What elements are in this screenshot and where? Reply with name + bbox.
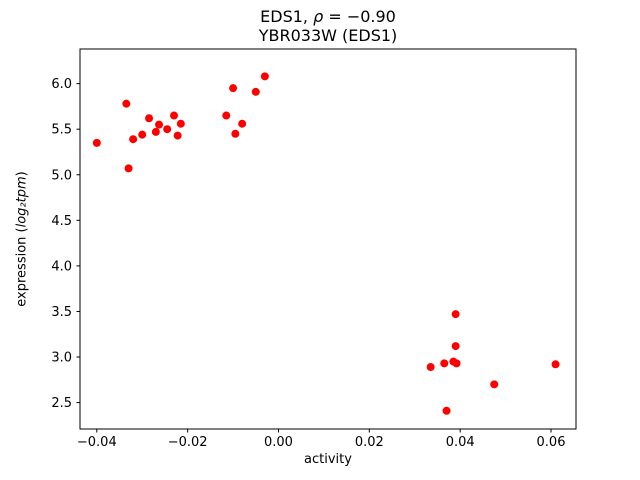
x-tick-label: 0.00 [264,435,293,450]
x-axis-label: activity [304,452,352,467]
title-rho-symbol: ρ [313,7,324,26]
data-point [92,138,101,147]
x-tick-label: −0.04 [77,435,117,450]
data-point [138,130,147,139]
y-tick-label: 3.0 [51,351,72,366]
data-point [155,120,164,129]
x-tick-label: 0.02 [355,435,384,450]
y-tick-label: 6.0 [51,77,72,92]
data-point [231,129,240,138]
x-tick-label: −0.02 [168,435,208,450]
x-tick-label: 0.06 [537,435,566,450]
data-point [229,84,238,93]
data-point [222,111,231,120]
axes-box [79,48,577,430]
data-point [124,164,133,173]
data-point [551,360,560,369]
data-point [122,99,131,108]
data-point [442,406,451,415]
chart-title-line1: EDS1, ρ = −0.90 [259,7,398,26]
y-tick-label: 4.0 [51,259,72,274]
data-point [440,359,449,368]
data-point [452,359,461,368]
data-point [451,310,460,319]
data-point [451,342,460,351]
y-tick-label: 3.5 [51,305,72,320]
data-point [145,114,154,123]
y-tick-label: 5.0 [51,168,72,183]
y-tick-label: 2.5 [51,396,72,411]
data-point [426,363,435,372]
title-gene: EDS1, [260,7,314,26]
chart-title: EDS1, ρ = −0.90 YBR033W (EDS1) [259,7,398,45]
data-point [129,135,138,144]
data-point [176,119,185,128]
data-point [260,72,269,81]
data-point [251,87,260,96]
chart-title-line2: YBR033W (EDS1) [258,26,398,45]
data-point [238,119,247,128]
x-tick-label: 0.04 [446,435,475,450]
y-axis-label: expression (log₂tpm) [15,171,30,306]
y-tick-label: 4.5 [51,214,72,229]
data-point [490,380,499,389]
y-label-prefix: expression ( [14,227,30,307]
y-label-math: log₂tpm [14,176,30,228]
data-point [173,131,182,140]
data-point [151,127,160,136]
y-tick-label: 5.5 [51,123,72,138]
title-correlation-value: = −0.90 [323,7,396,26]
y-label-suffix: ) [14,171,30,177]
data-point [170,111,179,120]
data-point [163,125,172,134]
